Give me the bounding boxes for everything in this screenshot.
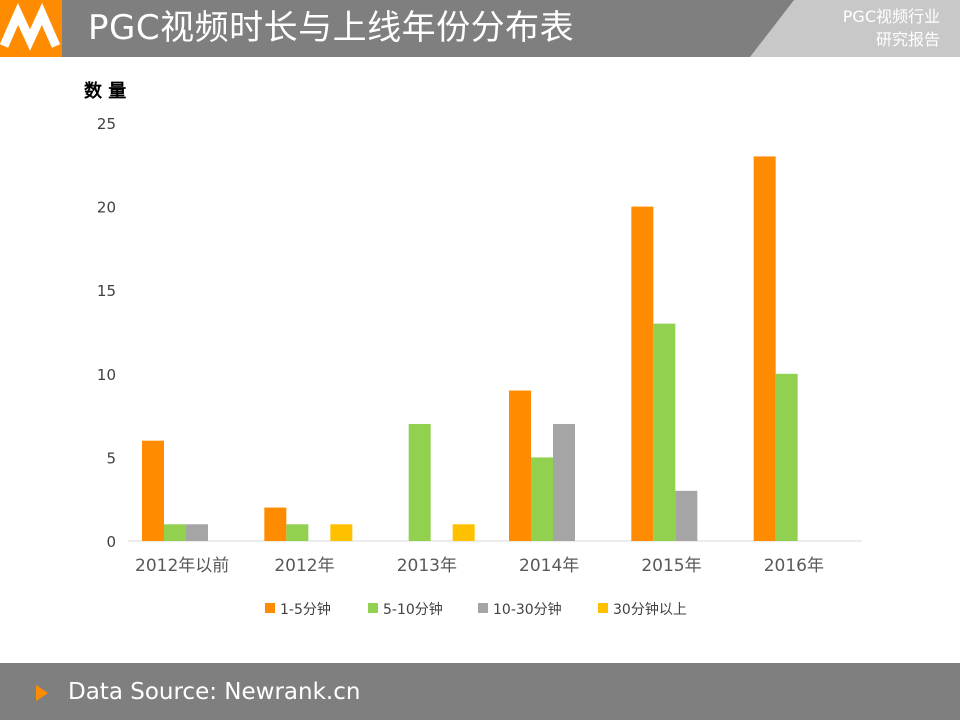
bar-2-5: [653, 323, 676, 541]
y-axis-label: 数 量: [84, 80, 126, 102]
x-tick-label: 2012年: [274, 556, 334, 576]
bar-1-2: [264, 507, 287, 541]
legend-swatch: [368, 603, 378, 613]
bar-2-3: [408, 423, 431, 541]
bar-chart: 数 量 0 5 10 15 20 25 2012年以前 2012年 2013年 2014年 201…: [84, 80, 862, 618]
x-tick-label: 2012年以前: [135, 556, 229, 576]
bar-2-4: [531, 457, 553, 541]
y-tick-label: 5: [106, 449, 116, 467]
x-tick-label: 2014年: [519, 556, 579, 576]
y-tick-label: 15: [97, 282, 116, 300]
report-tag-line2: 研究报告: [875, 30, 940, 49]
bar-2-1: [164, 524, 186, 541]
bar-2-6: [775, 373, 798, 541]
newrank-logo: [0, 0, 62, 57]
bar-3-4: [553, 423, 575, 541]
legend-label: 1-5分钟: [280, 601, 331, 618]
data-source: Data Source: Newrank.cn: [68, 679, 361, 705]
legend-label: 10-30分钟: [493, 601, 562, 618]
bar-4-2: [330, 524, 353, 541]
report-tag: PGC视频行业 研究报告: [750, 0, 960, 57]
x-tick-label: 2013年: [397, 556, 457, 576]
y-tick-label: 20: [97, 199, 116, 217]
y-tick-label: 0: [106, 533, 116, 551]
footer-bar: Data Source: Newrank.cn: [0, 663, 960, 720]
report-tag-line1: PGC视频行业: [842, 7, 940, 26]
legend-label: 5-10分钟: [383, 601, 443, 618]
bar-1-1: [142, 440, 164, 541]
bar-3-1: [186, 524, 208, 541]
header-bar: PGC视频时长与上线年份分布表 PGC视频行业 研究报告: [0, 0, 960, 57]
y-tick-label: 25: [97, 115, 116, 133]
legend-swatch: [598, 603, 608, 613]
y-tick-label: 10: [97, 366, 116, 384]
play-arrow-icon: [36, 685, 48, 701]
bar-2-2: [286, 524, 309, 541]
legend-swatch: [265, 603, 275, 613]
page-title: PGC视频时长与上线年份分布表: [88, 8, 575, 48]
bar-1-4: [509, 390, 531, 541]
bar-1-6: [753, 156, 776, 541]
legend-label: 30分钟以上: [613, 601, 687, 618]
x-tick-label: 2015年: [641, 556, 701, 576]
bar-3-5: [675, 490, 698, 541]
x-tick-label: 2016年: [764, 556, 824, 576]
bar-1-5: [631, 206, 654, 541]
bar-4-3: [452, 524, 475, 541]
legend-swatch: [478, 603, 488, 613]
